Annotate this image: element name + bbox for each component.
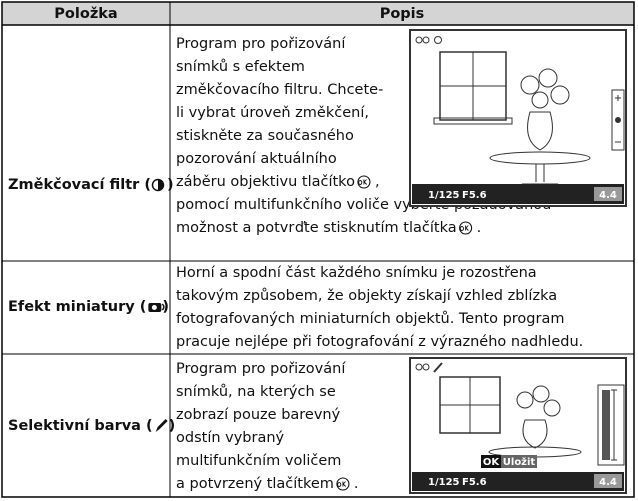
row-label: ) (167, 177, 174, 193)
description-text: . (354, 476, 359, 492)
description-line: stiskněte za současného (176, 128, 354, 144)
header-bg (2, 2, 634, 25)
ok-icon (336, 477, 350, 491)
description-line: snímků, na kterých se (176, 384, 336, 400)
description-line: zobrazí pouze barevný (176, 407, 341, 423)
description-line: změkčovacího filtru. Chcete- (176, 82, 383, 98)
screen-text: 4.4 (599, 190, 617, 201)
camera-screen (409, 29, 627, 207)
description-line: Horní a spodní část každého snímku je ro… (176, 265, 537, 281)
description-line: odstín vybraný (176, 430, 285, 446)
description-line: snímků s efektem (176, 59, 305, 75)
screen-text: OK (483, 457, 501, 468)
row-label: ) (169, 418, 176, 434)
header-cell: Položka (54, 6, 117, 22)
description-line: záběru objektivu tlačítko (176, 174, 355, 190)
description-line: Program pro pořizování (176, 361, 346, 377)
row-label: Změkčovací filtr ( (8, 177, 151, 193)
description-line: pozorování aktuálního (176, 151, 337, 167)
selective-color-icon (155, 419, 168, 432)
ok-icon (357, 175, 371, 189)
description-text: . (477, 220, 482, 236)
description-line: Program pro pořizování (176, 36, 346, 52)
screen-text: 4.4 (599, 477, 617, 488)
camera-screen (409, 357, 627, 494)
screen-text: 1/125 (428, 190, 460, 201)
row-label: Selektivní barva ( (8, 418, 153, 434)
ok-icon (459, 221, 473, 235)
screen-text: F5.6 (462, 190, 487, 201)
description-line: multifunkčním voličem (176, 453, 341, 469)
header-cell: Popis (380, 6, 425, 22)
screen-text: F5.6 (462, 477, 487, 488)
description-line: možnost a potvrďte stisknutím tlačítka (176, 220, 457, 236)
description-line: li vybrat úroveň změkčení, (176, 105, 369, 121)
screen-text: 1/125 (428, 477, 460, 488)
description-line: pracuje nejlépe při fotografování z výra… (176, 334, 583, 350)
soft-filter-icon (151, 178, 165, 192)
row-label: Efekt miniatury ( (8, 299, 146, 315)
description-text: , (375, 174, 380, 190)
row-label: ) (162, 299, 169, 315)
description-line: a potvrzený tlačítkem (176, 476, 334, 492)
description-line: fotografovaných miniaturních objektů. Te… (176, 311, 564, 327)
screen-text: Uložit (503, 456, 536, 468)
description-line: takovým způsobem, že objekty získají vzh… (176, 288, 557, 304)
miniature-icon (148, 303, 165, 312)
